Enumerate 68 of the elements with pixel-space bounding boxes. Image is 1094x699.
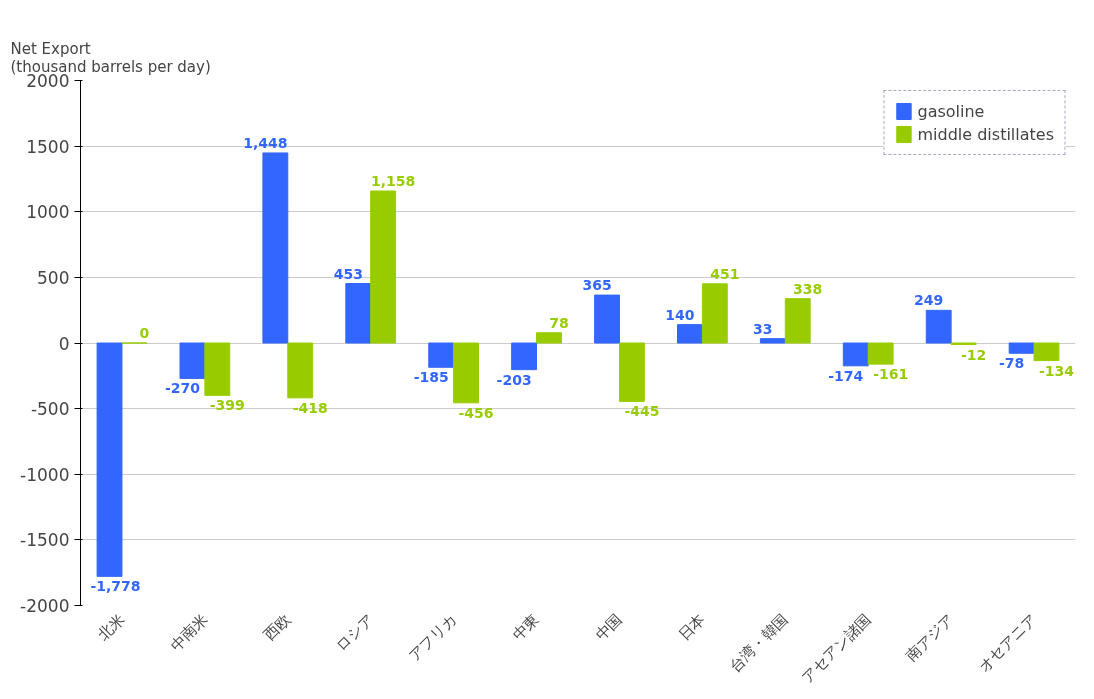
data-label: -456 xyxy=(458,404,494,421)
bar xyxy=(842,342,869,367)
bar xyxy=(96,342,123,577)
bar xyxy=(618,342,645,402)
data-label: 451 xyxy=(710,265,740,282)
x-tick-label: 中国 xyxy=(591,610,626,645)
bar xyxy=(759,338,786,344)
data-label: 365 xyxy=(582,277,612,294)
data-label: 1,448 xyxy=(243,134,288,151)
bar xyxy=(262,152,289,344)
x-tick-label: 日本 xyxy=(674,610,709,645)
data-label: 140 xyxy=(665,306,695,323)
data-label: 338 xyxy=(793,280,823,297)
data-label: -270 xyxy=(164,380,201,397)
data-label: -185 xyxy=(413,369,449,386)
x-tick-label: ロシア xyxy=(332,610,378,655)
data-label: -399 xyxy=(209,397,245,414)
x-tick-label: 台湾・韓国 xyxy=(725,610,792,676)
data-label: -174 xyxy=(828,367,864,384)
bar xyxy=(345,283,372,344)
legend-label: middle distillates xyxy=(917,124,1054,144)
x-tick-label: 北米 xyxy=(94,610,129,645)
legend-label: gasoline xyxy=(917,101,985,121)
data-label: 33 xyxy=(753,320,773,337)
data-label: -203 xyxy=(496,371,532,388)
data-label: 1,158 xyxy=(371,173,416,190)
bar xyxy=(1033,342,1060,362)
y-tick-label: -2000 xyxy=(20,596,70,616)
bar xyxy=(453,342,479,404)
bar xyxy=(701,283,728,344)
x-tick-label: 中東 xyxy=(508,610,543,645)
bar xyxy=(428,342,455,368)
bar xyxy=(594,294,620,344)
bar xyxy=(370,190,397,344)
x-tick-label: アフリカ xyxy=(404,610,460,666)
x-tick-label: 西欧 xyxy=(260,610,295,645)
bar xyxy=(925,309,952,344)
data-label: -134 xyxy=(1038,362,1075,379)
x-tick-label: 中南米 xyxy=(166,610,212,655)
bar xyxy=(511,342,538,371)
data-label: -445 xyxy=(624,403,660,420)
bar xyxy=(784,298,811,344)
bar xyxy=(867,342,894,365)
data-label: -161 xyxy=(873,366,909,383)
y-tick-label: 500 xyxy=(37,267,70,288)
data-label: -1,778 xyxy=(90,578,141,595)
x-tick-label: アセアン諸国 xyxy=(798,610,875,687)
x-tick-label: 南アジア xyxy=(902,610,958,666)
data-label: 78 xyxy=(549,314,569,331)
y-tick-label: 1000 xyxy=(26,202,70,223)
data-label: -418 xyxy=(292,399,328,416)
y-tick-label: -1000 xyxy=(20,464,70,485)
data-label: 249 xyxy=(914,292,944,309)
data-label: -12 xyxy=(960,346,987,363)
data-label: -78 xyxy=(998,355,1025,372)
data-label: 0 xyxy=(139,325,150,341)
data-label: 453 xyxy=(333,265,363,282)
x-tick-label: オセアニア xyxy=(974,610,1041,676)
bar xyxy=(1008,342,1035,354)
y-tick-label: 1500 xyxy=(26,136,70,157)
bar xyxy=(204,342,231,396)
bar xyxy=(536,332,562,344)
y-tick-label: -1500 xyxy=(20,530,70,551)
bar xyxy=(287,342,314,399)
y-tick-label: -500 xyxy=(30,399,70,420)
y-tick-label: 0 xyxy=(58,333,70,354)
bar xyxy=(179,342,206,379)
bar xyxy=(677,324,703,344)
